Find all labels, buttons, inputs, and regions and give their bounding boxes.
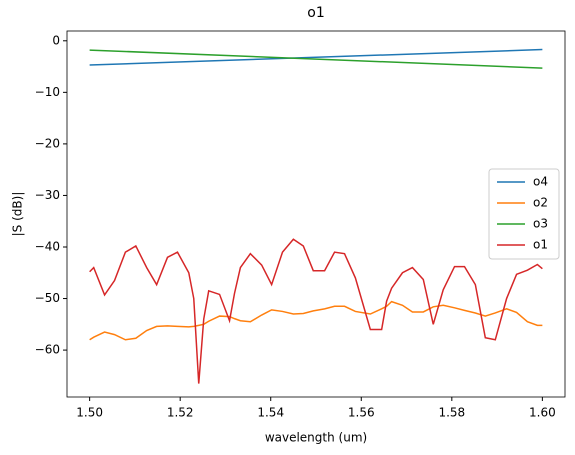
legend-label: o1 bbox=[533, 238, 548, 252]
x-axis-label: wavelength (um) bbox=[265, 431, 367, 445]
series-line bbox=[89, 238, 543, 384]
chart-title: o1 bbox=[307, 5, 324, 21]
plot-frame bbox=[66, 30, 566, 398]
y-tick-label: −40 bbox=[35, 239, 60, 253]
legend-box bbox=[488, 168, 560, 260]
series-line bbox=[89, 49, 543, 69]
series-line bbox=[89, 48, 543, 66]
x-tick-label: 1.54 bbox=[257, 406, 284, 420]
series-line bbox=[89, 300, 543, 341]
legend-label: o2 bbox=[533, 196, 548, 210]
x-tick-label: 1.60 bbox=[529, 406, 556, 420]
y-tick-label: −30 bbox=[35, 188, 60, 202]
y-tick-label: −20 bbox=[35, 136, 60, 150]
y-tick-label: −10 bbox=[35, 85, 60, 99]
y-axis-label: |S (dB)| bbox=[11, 192, 25, 237]
x-tick-label: 1.58 bbox=[438, 406, 465, 420]
y-tick-label: −50 bbox=[35, 291, 60, 305]
y-tick-label: −60 bbox=[35, 343, 60, 357]
legend-label: o3 bbox=[533, 217, 548, 231]
y-tick-label: 0 bbox=[52, 33, 60, 47]
x-tick-label: 1.52 bbox=[167, 406, 194, 420]
x-tick-label: 1.50 bbox=[76, 406, 103, 420]
x-tick-label: 1.56 bbox=[348, 406, 375, 420]
legend-label: o4 bbox=[533, 175, 548, 189]
